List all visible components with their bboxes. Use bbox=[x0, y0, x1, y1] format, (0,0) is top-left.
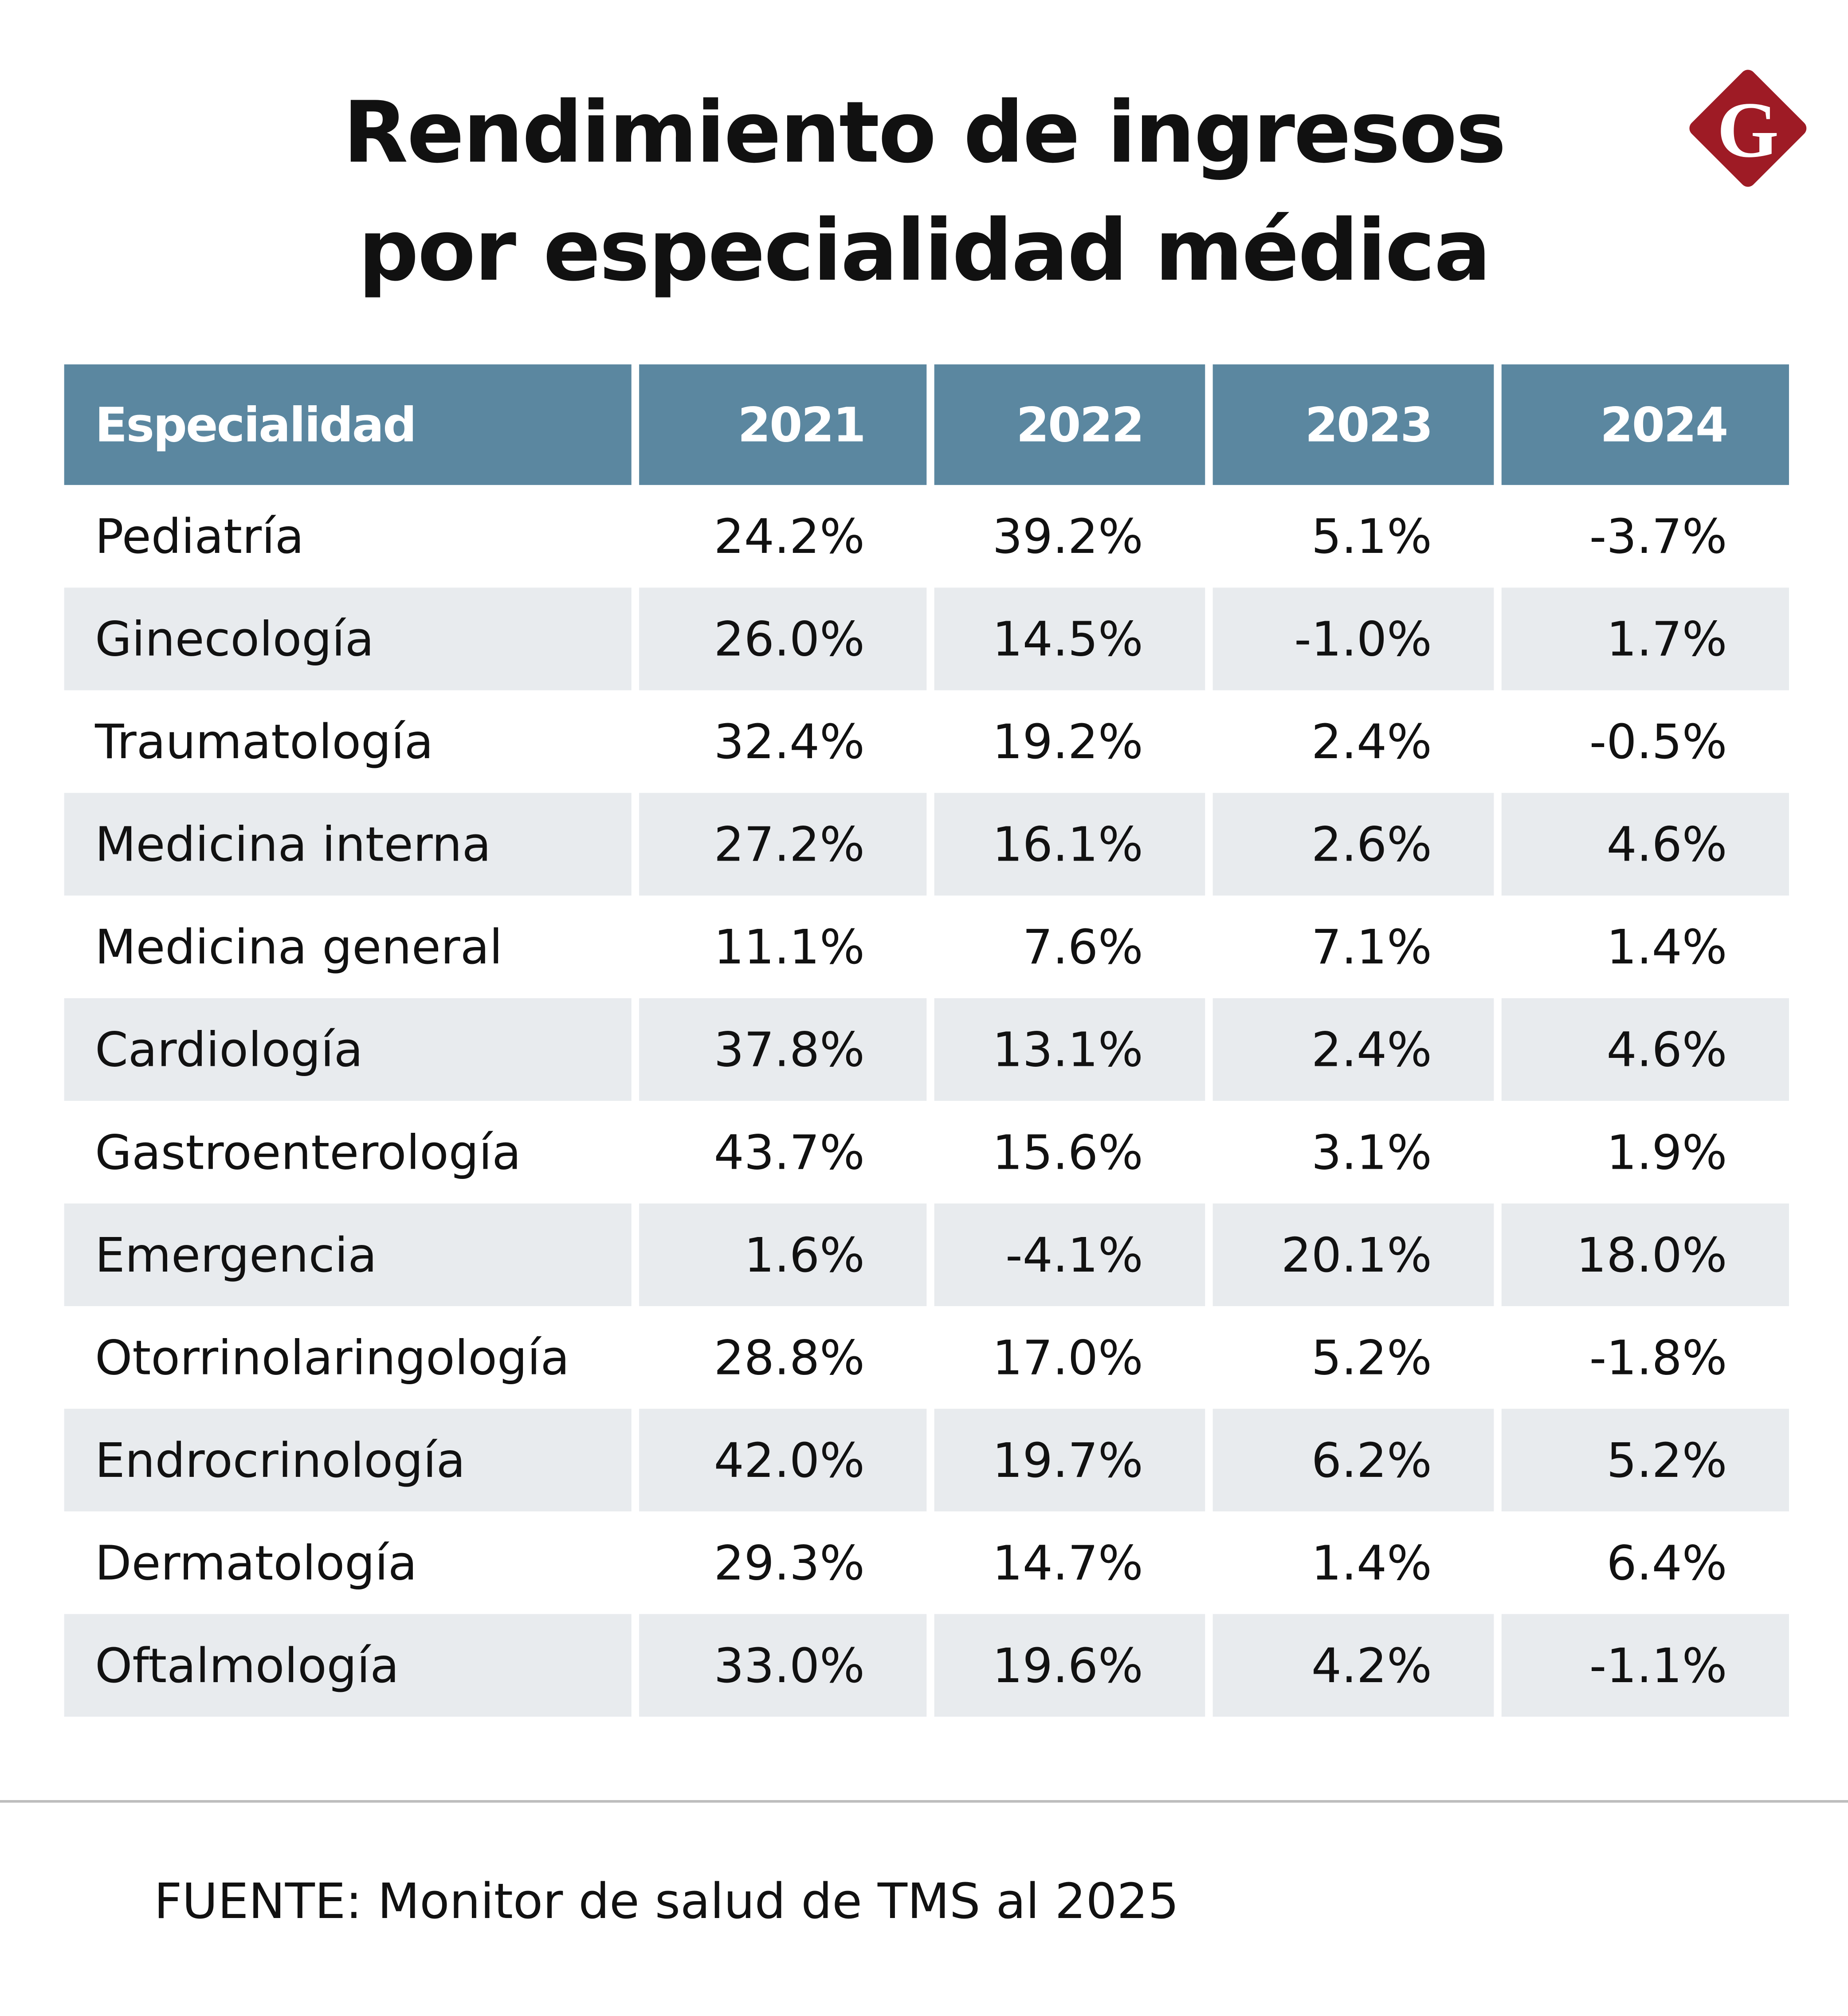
title-line-1: Rendimiento de ingresos bbox=[343, 83, 1506, 182]
specialty-cell: Traumatología bbox=[95, 714, 434, 769]
value-cell: -4.1% bbox=[934, 1203, 1205, 1306]
value-cell: 1.6% bbox=[639, 1203, 926, 1306]
value-cell: 29.3% bbox=[714, 1535, 865, 1590]
value-cell: 1.7% bbox=[1501, 587, 1789, 690]
column-header: 2021 bbox=[639, 364, 926, 485]
column-header: 2023 bbox=[1212, 364, 1494, 485]
value-cell: 5.2% bbox=[1501, 1409, 1789, 1511]
logo-g-icon: G bbox=[1689, 70, 1807, 187]
value-cell: 15.6% bbox=[992, 1124, 1143, 1180]
table-row: Medicina interna 27.2% 16.1% 2.6% 4.6% bbox=[64, 793, 1789, 896]
value-cell: -1.0% bbox=[1212, 587, 1494, 690]
table-row: Emergencia 1.6% -4.1% 20.1% 18.0% bbox=[64, 1203, 1789, 1306]
value-cell: 7.6% bbox=[1022, 919, 1143, 975]
value-cell: -1.1% bbox=[1501, 1614, 1789, 1717]
value-cell: 18.0% bbox=[1501, 1203, 1789, 1306]
page-title: Rendimiento de ingresos por especialidad… bbox=[0, 74, 1848, 310]
value-cell: 26.0% bbox=[639, 587, 926, 690]
column-header: 2022 bbox=[934, 364, 1205, 485]
value-cell: 19.7% bbox=[934, 1409, 1205, 1511]
value-cell: -0.5% bbox=[1589, 714, 1727, 769]
title-line-2: por especialidad médica bbox=[358, 201, 1491, 301]
value-cell: 3.1% bbox=[1311, 1124, 1432, 1180]
column-header: 2024 bbox=[1501, 364, 1789, 485]
specialty-cell: Otorrinolaringología bbox=[95, 1330, 570, 1385]
value-cell: 2.6% bbox=[1212, 793, 1494, 896]
value-cell: -3.7% bbox=[1589, 509, 1727, 564]
value-cell: 43.7% bbox=[714, 1124, 865, 1180]
table-row: Dermatología 29.3% 14.7% 1.4% 6.4% bbox=[64, 1511, 1789, 1614]
value-cell: 24.2% bbox=[714, 509, 865, 564]
table-row: Oftalmología 33.0% 19.6% 4.2% -1.1% bbox=[64, 1614, 1789, 1717]
value-cell: 20.1% bbox=[1212, 1203, 1494, 1306]
value-cell: 6.2% bbox=[1212, 1409, 1494, 1511]
value-cell: 4.2% bbox=[1212, 1614, 1494, 1717]
value-cell: 27.2% bbox=[639, 793, 926, 896]
value-cell: 1.4% bbox=[1311, 1535, 1432, 1590]
divider bbox=[0, 1800, 1848, 1803]
table-row: Otorrinolaringología 28.8% 17.0% 5.2% -1.8% bbox=[64, 1306, 1789, 1409]
table-row: Medicina general 11.1% 7.6% 7.1% 1.4% bbox=[64, 896, 1789, 998]
value-cell: 28.8% bbox=[714, 1330, 865, 1385]
specialty-cell: Dermatología bbox=[95, 1535, 417, 1590]
specialty-cell: Gastroenterología bbox=[95, 1124, 522, 1180]
value-cell: 2.4% bbox=[1212, 998, 1494, 1101]
table-row: Pediatría 24.2% 39.2% 5.1% -3.7% bbox=[64, 485, 1789, 588]
value-cell: 42.0% bbox=[639, 1409, 926, 1511]
value-cell: 1.9% bbox=[1606, 1124, 1727, 1180]
specialty-cell: Cardiología bbox=[64, 998, 632, 1101]
table-row: Endrocrinología 42.0% 19.7% 6.2% 5.2% bbox=[64, 1409, 1789, 1511]
value-cell: 5.2% bbox=[1311, 1330, 1432, 1385]
value-cell: 6.4% bbox=[1606, 1535, 1727, 1590]
specialty-cell: Emergencia bbox=[64, 1203, 632, 1306]
value-cell: 16.1% bbox=[934, 793, 1205, 896]
value-cell: 17.0% bbox=[992, 1330, 1143, 1385]
specialty-cell: Oftalmología bbox=[64, 1614, 632, 1717]
value-cell: 4.6% bbox=[1501, 998, 1789, 1101]
value-cell: -1.8% bbox=[1589, 1330, 1727, 1385]
value-cell: 4.6% bbox=[1501, 793, 1789, 896]
specialty-cell: Pediatría bbox=[95, 509, 304, 564]
value-cell: 2.4% bbox=[1311, 714, 1432, 769]
specialty-cell: Ginecología bbox=[64, 587, 632, 690]
value-cell: 14.7% bbox=[992, 1535, 1143, 1590]
value-cell: 19.2% bbox=[992, 714, 1143, 769]
value-cell: 1.4% bbox=[1606, 919, 1727, 975]
table-header-row: Especialidad 2021 2022 2023 2024 bbox=[64, 364, 1789, 485]
table-row: Traumatología 32.4% 19.2% 2.4% -0.5% bbox=[64, 690, 1789, 793]
value-cell: 37.8% bbox=[639, 998, 926, 1101]
specialty-cell: Medicina general bbox=[95, 919, 503, 975]
column-header: Especialidad bbox=[64, 364, 632, 485]
table-row: Gastroenterología 43.7% 15.6% 3.1% 1.9% bbox=[64, 1101, 1789, 1204]
value-cell: 32.4% bbox=[714, 714, 865, 769]
specialty-cell: Medicina interna bbox=[64, 793, 632, 896]
value-cell: 11.1% bbox=[714, 919, 865, 975]
value-cell: 33.0% bbox=[639, 1614, 926, 1717]
value-cell: 7.1% bbox=[1311, 919, 1432, 975]
source-note: FUENTE: Monitor de salud de TMS al 2025 bbox=[154, 1873, 1179, 1930]
specialty-cell: Endrocrinología bbox=[64, 1409, 632, 1511]
value-cell: 14.5% bbox=[934, 587, 1205, 690]
value-cell: 5.1% bbox=[1311, 509, 1432, 564]
value-cell: 13.1% bbox=[934, 998, 1205, 1101]
value-cell: 19.6% bbox=[934, 1614, 1205, 1717]
value-cell: 39.2% bbox=[992, 509, 1143, 564]
table-row: Cardiología 37.8% 13.1% 2.4% 4.6% bbox=[64, 998, 1789, 1101]
svg-text:G: G bbox=[1717, 86, 1779, 174]
table-row: Ginecología 26.0% 14.5% -1.0% 1.7% bbox=[64, 587, 1789, 690]
data-table: Especialidad 2021 2022 2023 2024 Pediatría 24… bbox=[56, 364, 1796, 1717]
